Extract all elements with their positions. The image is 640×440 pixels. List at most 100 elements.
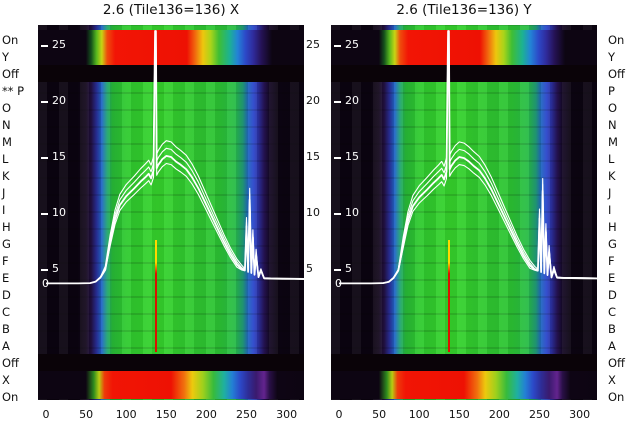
rainbow-band-top	[331, 30, 597, 65]
y-axis-tick: 15	[52, 150, 66, 163]
channel-label: L	[2, 152, 9, 166]
channel-label: O	[2, 101, 12, 115]
channel-label: F	[608, 254, 615, 268]
x-axis-tick: 100	[115, 408, 137, 421]
x-axis-tick: 50	[372, 408, 387, 421]
channel-label: ** P	[2, 84, 25, 98]
off-band-top	[331, 65, 597, 82]
y-axis-tick-mark	[334, 269, 341, 271]
channel-label: J	[2, 186, 6, 200]
y-axis-tick: 5	[345, 262, 352, 275]
channel-label: G	[608, 237, 617, 251]
x-axis-tick: 50	[79, 408, 94, 421]
mid-axis-tick: 5	[306, 262, 313, 275]
y-axis-tick: 20	[345, 94, 359, 107]
y-axis-tick: 5	[52, 262, 59, 275]
channel-label: O	[608, 101, 618, 115]
profile-curve-line	[46, 30, 304, 284]
heatmap-panel-x: 25 20 15 10 5 0	[38, 25, 304, 400]
heatmap-field	[331, 25, 597, 400]
channel-label: E	[2, 271, 10, 285]
channel-label: D	[2, 288, 11, 302]
channel-label: E	[608, 271, 616, 285]
y-axis-tick-mark	[334, 101, 341, 103]
channel-label: C	[2, 305, 11, 319]
profile-curve-line	[339, 30, 597, 284]
mid-axis-tick: 15	[306, 150, 320, 163]
y-axis-tick-mark	[41, 45, 48, 47]
x-axis-tick: 0	[42, 408, 50, 421]
x-axis-tick: 100	[408, 408, 430, 421]
profile-curve-line	[339, 30, 597, 284]
channel-label: Off	[608, 67, 625, 81]
channel-label: On	[2, 33, 19, 47]
channel-label: A	[2, 339, 10, 353]
right-panel-title: 2.6 (Tile136=136) Y	[396, 2, 532, 18]
channel-label: B	[2, 322, 10, 336]
y-axis-zero: 0	[42, 277, 49, 290]
heatmap-texture	[38, 25, 304, 400]
left-channel-labels: On Y Off ** P O N M L K J I H G F E D C B A Off X On	[0, 32, 34, 408]
y-axis-tick: 25	[345, 38, 359, 51]
channel-label: M	[2, 135, 12, 149]
left-panel-title: 2.6 (Tile136=136) X	[102, 2, 240, 18]
channel-label: I	[2, 203, 6, 217]
x-axis-tick: 250	[236, 408, 257, 421]
x-axis-left: 0 50 100 150 200 250 300	[38, 408, 304, 424]
channel-label: On	[608, 33, 625, 47]
channel-label: B	[608, 322, 616, 336]
channel-label: G	[2, 237, 11, 251]
x-axis-tick: 150	[448, 408, 470, 421]
channel-label: A	[608, 339, 616, 353]
channel-label: P	[608, 84, 615, 98]
channel-label: H	[2, 220, 11, 234]
marker-line	[447, 240, 450, 352]
channel-label: X	[2, 373, 10, 387]
right-channel-labels: On Y Off P O N M L K J I H G F E D C B A Off X On	[606, 32, 640, 408]
y-axis-tick: 10	[52, 206, 66, 219]
channel-label: C	[608, 305, 617, 319]
channel-label: M	[608, 135, 618, 149]
rainbow-band-bottom	[38, 371, 304, 399]
channel-label: Off	[608, 356, 625, 370]
x-axis-tick: 300	[276, 408, 298, 421]
channel-label: N	[2, 118, 11, 132]
rainbow-band-bottom	[331, 371, 597, 399]
channel-label: K	[2, 169, 10, 183]
channel-label: H	[608, 220, 617, 234]
channel-label: I	[608, 203, 612, 217]
y-axis-tick-mark	[334, 213, 341, 215]
channel-label: L	[608, 152, 615, 166]
profile-curve	[339, 30, 597, 285]
heatmap-texture	[331, 25, 597, 400]
x-axis-tick: 300	[569, 408, 591, 421]
y-axis-tick: 15	[345, 150, 359, 163]
y-axis-tick-mark	[41, 213, 48, 215]
profile-curve-line	[46, 30, 304, 284]
heatmap-panel-y: 25 20 15 10 5 0	[331, 25, 597, 400]
mid-axis-tick: 20	[306, 94, 320, 107]
x-axis-tick: 150	[155, 408, 177, 421]
y-axis-zero: 0	[335, 277, 342, 290]
x-axis-tick: 200	[195, 408, 217, 421]
channel-label: N	[608, 118, 617, 132]
channel-label: On	[608, 390, 625, 404]
channel-label: D	[608, 288, 617, 302]
channel-label: Y	[2, 50, 10, 64]
off-band-bottom	[38, 354, 304, 371]
y-axis-tick-mark	[334, 157, 341, 159]
x-axis-tick: 200	[488, 408, 510, 421]
channel-label: Off	[2, 356, 19, 370]
x-axis-tick: 0	[335, 408, 343, 421]
marker-line	[154, 240, 157, 352]
y-axis-tick: 10	[345, 206, 359, 219]
channel-label: J	[608, 186, 612, 200]
x-axis-tick: 250	[529, 408, 550, 421]
mid-axis-tick: 10	[306, 206, 320, 219]
profile-curve-line	[339, 30, 597, 285]
channel-label: Y	[608, 50, 616, 64]
profile-curve-line	[339, 30, 597, 284]
off-band-top	[38, 65, 304, 82]
profile-curve-line	[46, 30, 304, 285]
